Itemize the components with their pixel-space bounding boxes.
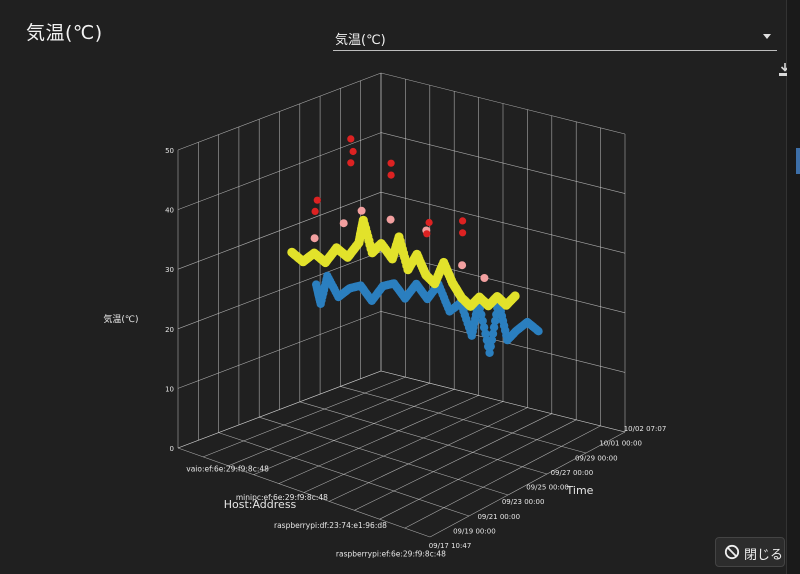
x-axis-label: Time [566,484,594,497]
dialog-title: 気温(℃) [26,22,103,44]
data-point-red [425,218,433,227]
grid-line [278,395,479,484]
grid-line [177,447,431,538]
data-point-blue [491,316,500,326]
grid-line [177,191,382,270]
time-tick-label: 09/23 00:00 [502,498,545,506]
data-point-red [459,229,467,237]
close-button-label: 閉じる [744,548,784,563]
background-accent [796,148,800,174]
data-point-red [313,196,321,204]
y-axis-label: Host:Address [224,498,297,511]
grid-line [303,401,504,493]
grid-line [354,413,552,511]
z-tick-label: 40 [165,207,174,215]
data-point-blue [475,304,485,313]
z-tick-label: 20 [165,326,174,334]
grid-line [177,311,382,389]
data-point-red [387,171,395,179]
metric-select[interactable]: 気温(℃) [333,24,777,51]
data-point-red [387,159,395,167]
chevron-down-icon [763,34,771,39]
host-tick-label: vaio:ef:6e:29:f9:8c:48 [186,465,269,474]
grid-line [299,401,548,475]
data-point-red [347,135,355,143]
data-point-pink [480,274,489,282]
grid-line [228,382,430,467]
z-tick-label: 30 [165,266,174,274]
background-edge [787,0,800,574]
grid-line [340,386,587,454]
z-tick-label: 50 [165,147,174,155]
data-point-blue [477,310,486,319]
host-tick-label: raspberrypi:df:23:74:e1:96:d8 [274,521,387,530]
data-point-blue [478,316,487,326]
time-tick-label: 10/02 07:07 [624,425,667,433]
data-point-pink [386,215,395,224]
data-point-yellow [510,291,520,301]
grid-line [379,419,577,520]
time-tick-label: 09/25 00:00 [526,484,569,492]
grid-line [329,407,528,502]
grid-line [259,416,509,496]
time-tick-label: 09/17 10:47 [429,542,472,550]
grid-line [177,370,382,449]
time-tick-label: 10/01 00:00 [599,440,642,448]
data-point-pink [458,261,467,270]
data-point-red [459,217,467,225]
data-point-red [423,230,431,238]
data-point-pink [310,234,319,243]
data-points [287,135,543,357]
time-tick-label: 09/19 00:00 [453,527,496,535]
data-point-blue [487,335,497,345]
metric-select-value: 気温(℃) [335,33,386,48]
host-tick-label: raspberrypi:ef:6e:29:f9:8c:48 [336,549,446,558]
close-button[interactable]: 閉じる [715,537,785,567]
data-point-blue [488,329,498,338]
grid-line [203,376,406,458]
data-point-red [349,147,357,156]
data-point-blue [479,323,489,332]
grid-line [177,251,382,330]
grid-line [429,431,626,538]
data-point-blue [486,342,495,351]
data-point-blue [534,327,543,336]
data-point-blue [489,323,499,332]
data-point-red [311,207,319,215]
grid-line [404,425,601,529]
grid-line [253,389,455,475]
grid-line [177,72,382,151]
data-point-blue [485,348,494,357]
grid-line [177,132,382,210]
plot-grid [177,72,626,538]
data-point-blue [481,329,490,338]
time-tick-label: 09/27 00:00 [551,469,594,477]
data-point-pink [339,219,348,228]
z-axis-label: 気温(℃) [103,313,138,325]
axis-tick-labels: 0 10 20 30 40 50 vaio:ef:6e:29:f9:8c:48 minipc:… [165,147,666,558]
grid-line [380,370,626,433]
z-tick-label: 0 [170,445,174,453]
time-tick-label: 09/29 00:00 [575,454,618,462]
block-icon [724,544,740,560]
host-tick-label: minipc:ef:6e:29:f9:8c:48 [236,493,328,502]
data-point-red [347,159,355,167]
data-point-pink [357,206,366,215]
time-tick-label: 09/21 00:00 [477,513,520,521]
z-tick-label: 10 [165,385,174,393]
grid-line [218,432,470,517]
